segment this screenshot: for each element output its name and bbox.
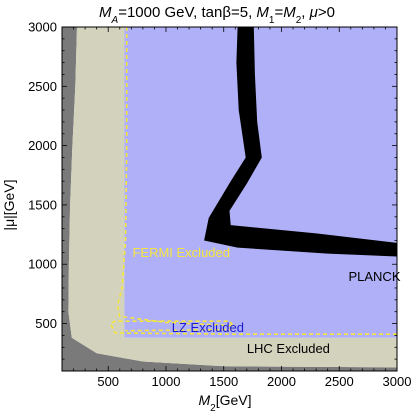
x-tick-label: 2500 bbox=[325, 374, 354, 389]
plot-frame bbox=[61, 26, 398, 372]
planck-allowed-label: PLANCK bbox=[348, 269, 400, 284]
y-tick-label: 1000 bbox=[28, 257, 57, 272]
lhc-excluded-region bbox=[68, 27, 397, 368]
fermi-excluded-label: FERMI Excluded bbox=[132, 245, 230, 260]
axis-tick-labels: 500 1000 1500 2000 2500 3000 500 1000 1500 2000 25… bbox=[28, 20, 411, 390]
y-tick-label: 1500 bbox=[28, 197, 57, 212]
planck-allowed-region bbox=[124, 27, 397, 338]
x-tick-label: 500 bbox=[97, 374, 119, 389]
y-axis-title: |μ|[GeV] bbox=[1, 179, 17, 230]
lz-excluded-curve bbox=[109, 320, 397, 336]
axis-ticks bbox=[61, 26, 398, 372]
fermi-excluded-curve bbox=[116, 27, 236, 327]
y-tick-label: 500 bbox=[35, 316, 57, 331]
plot-area: LHC Excluded PLANCK FERMI Excluded LZ Exclu… bbox=[62, 27, 401, 371]
x-axis-title: M2[GeV] bbox=[198, 392, 251, 411]
lz-excluded-label: LZ Excluded bbox=[172, 320, 244, 335]
y-tick-label: 3000 bbox=[28, 20, 57, 35]
x-tick-label: 3000 bbox=[383, 374, 412, 389]
x-tick-label: 2000 bbox=[267, 374, 296, 389]
relic-density-band bbox=[204, 27, 397, 257]
lhc-excluded-label: LHC Excluded bbox=[247, 341, 330, 356]
y-tick-label: 2500 bbox=[28, 79, 57, 94]
chart-title: MA=1000 GeV, tanβ=5, M1=M2, μ>0 bbox=[99, 4, 335, 26]
y-tick-label: 2000 bbox=[28, 138, 57, 153]
x-tick-label: 1500 bbox=[209, 374, 238, 389]
x-tick-label: 1000 bbox=[152, 374, 181, 389]
